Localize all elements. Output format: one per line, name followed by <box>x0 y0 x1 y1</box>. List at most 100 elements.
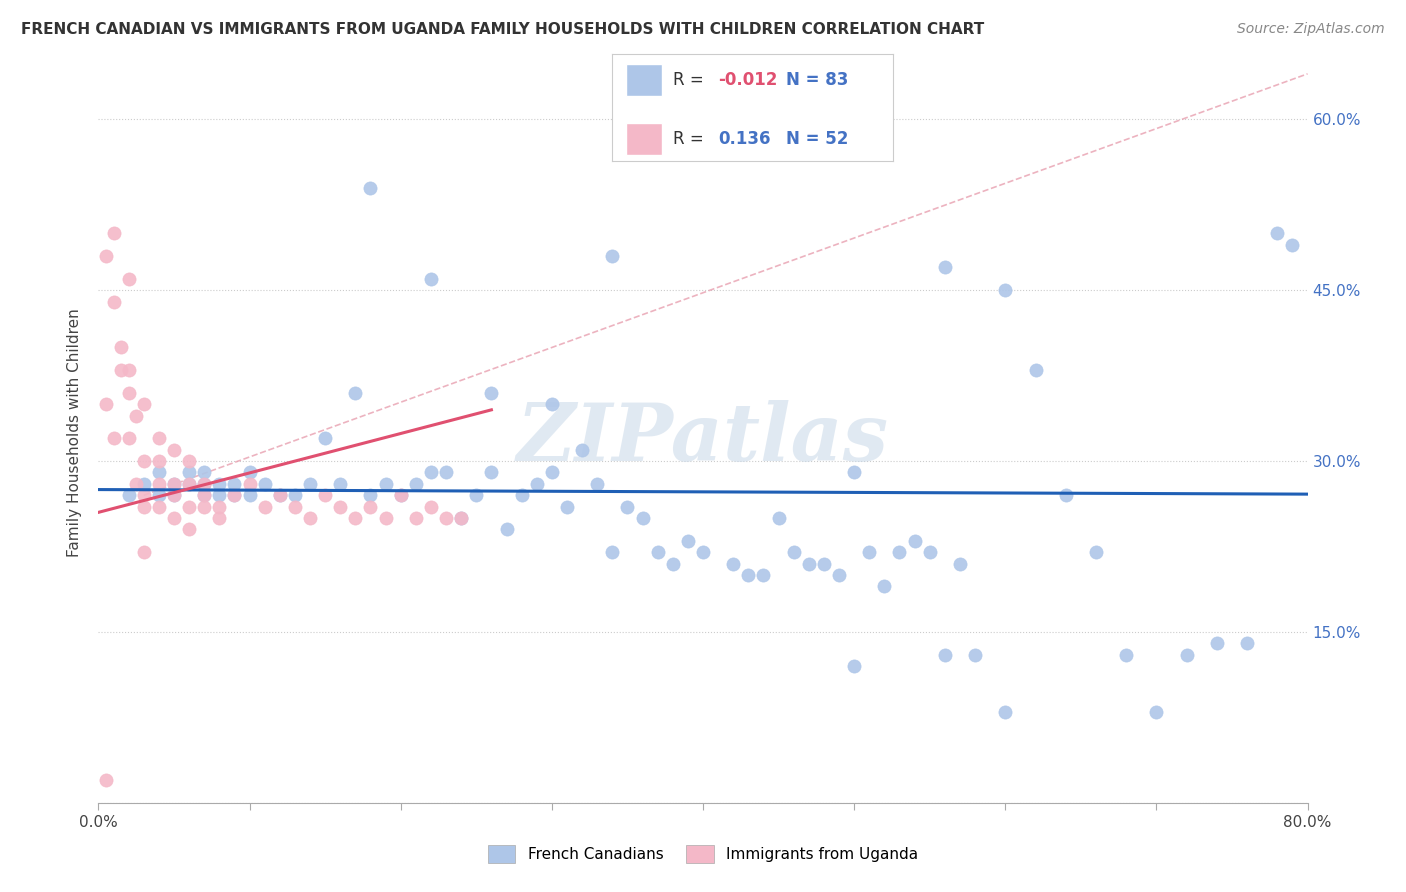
Point <box>1267 227 1289 241</box>
Point <box>1175 648 1198 662</box>
Point <box>314 488 336 502</box>
Point <box>1281 237 1303 252</box>
Point <box>510 488 533 502</box>
Point <box>132 488 155 502</box>
Text: Source: ZipAtlas.com: Source: ZipAtlas.com <box>1237 22 1385 37</box>
Point <box>110 363 132 377</box>
Bar <box>626 64 662 96</box>
Point <box>103 294 125 309</box>
Point <box>314 431 336 445</box>
Text: FRENCH CANADIAN VS IMMIGRANTS FROM UGANDA FAMILY HOUSEHOLDS WITH CHILDREN CORREL: FRENCH CANADIAN VS IMMIGRANTS FROM UGAND… <box>21 22 984 37</box>
Point <box>208 488 231 502</box>
Point <box>949 557 972 571</box>
Point <box>602 249 624 263</box>
Point <box>118 363 141 377</box>
Point <box>193 466 215 480</box>
Point <box>103 431 125 445</box>
Point <box>844 466 866 480</box>
Point <box>193 476 215 491</box>
Point <box>616 500 638 514</box>
Point <box>434 511 457 525</box>
Point <box>284 500 307 514</box>
Point <box>299 511 322 525</box>
Point <box>284 488 307 502</box>
Legend: French Canadians, Immigrants from Uganda: French Canadians, Immigrants from Uganda <box>482 839 924 869</box>
Point <box>239 466 262 480</box>
Point <box>360 500 382 514</box>
Point <box>118 431 141 445</box>
Point <box>269 488 291 502</box>
Point <box>540 466 562 480</box>
Point <box>873 579 896 593</box>
Text: N = 83: N = 83 <box>786 71 848 89</box>
Point <box>1236 636 1258 650</box>
Point <box>163 442 186 457</box>
Point <box>934 260 956 275</box>
Point <box>752 568 775 582</box>
Point <box>405 511 427 525</box>
Point <box>555 500 578 514</box>
Point <box>94 772 117 787</box>
Point <box>148 431 170 445</box>
Point <box>148 500 170 514</box>
Point <box>602 545 624 559</box>
Point <box>239 488 262 502</box>
Point <box>481 385 503 400</box>
Point <box>344 385 367 400</box>
Point <box>631 511 654 525</box>
Point <box>389 488 412 502</box>
Point <box>132 500 155 514</box>
Text: 0.136: 0.136 <box>718 130 770 148</box>
Point <box>844 659 866 673</box>
Point <box>434 466 457 480</box>
Text: R =: R = <box>673 71 710 89</box>
Point <box>269 488 291 502</box>
Point <box>540 397 562 411</box>
Point <box>374 511 396 525</box>
Point <box>132 476 155 491</box>
Y-axis label: Family Households with Children: Family Households with Children <box>67 309 83 557</box>
Point <box>571 442 593 457</box>
Point <box>193 488 215 502</box>
Point <box>783 545 806 559</box>
Point <box>768 511 790 525</box>
Point <box>692 545 714 559</box>
Point <box>965 648 987 662</box>
Point <box>329 500 352 514</box>
Point <box>420 466 443 480</box>
Point <box>299 476 322 491</box>
Point <box>904 533 927 548</box>
Point <box>1115 648 1137 662</box>
Point <box>179 476 201 491</box>
Point <box>723 557 745 571</box>
Point <box>239 476 262 491</box>
Text: N = 52: N = 52 <box>786 130 848 148</box>
Point <box>1206 636 1229 650</box>
Point <box>148 488 170 502</box>
Point <box>918 545 941 559</box>
Point <box>179 523 201 537</box>
Point <box>103 227 125 241</box>
Point <box>118 272 141 286</box>
Text: R =: R = <box>673 130 714 148</box>
Point <box>450 511 472 525</box>
Point <box>450 511 472 525</box>
Point <box>828 568 851 582</box>
Point <box>676 533 699 548</box>
Point <box>163 511 186 525</box>
Point <box>1054 488 1077 502</box>
Point <box>889 545 911 559</box>
Text: ZIPatlas: ZIPatlas <box>517 400 889 477</box>
Point <box>389 488 412 502</box>
Point <box>420 272 443 286</box>
Point <box>1144 705 1167 719</box>
Point <box>1024 363 1046 377</box>
Point <box>360 488 382 502</box>
Bar <box>626 123 662 155</box>
Point <box>163 488 186 502</box>
Point <box>163 476 186 491</box>
Point <box>934 648 956 662</box>
Point <box>360 180 382 194</box>
Point <box>208 500 231 514</box>
Text: -0.012: -0.012 <box>718 71 778 89</box>
